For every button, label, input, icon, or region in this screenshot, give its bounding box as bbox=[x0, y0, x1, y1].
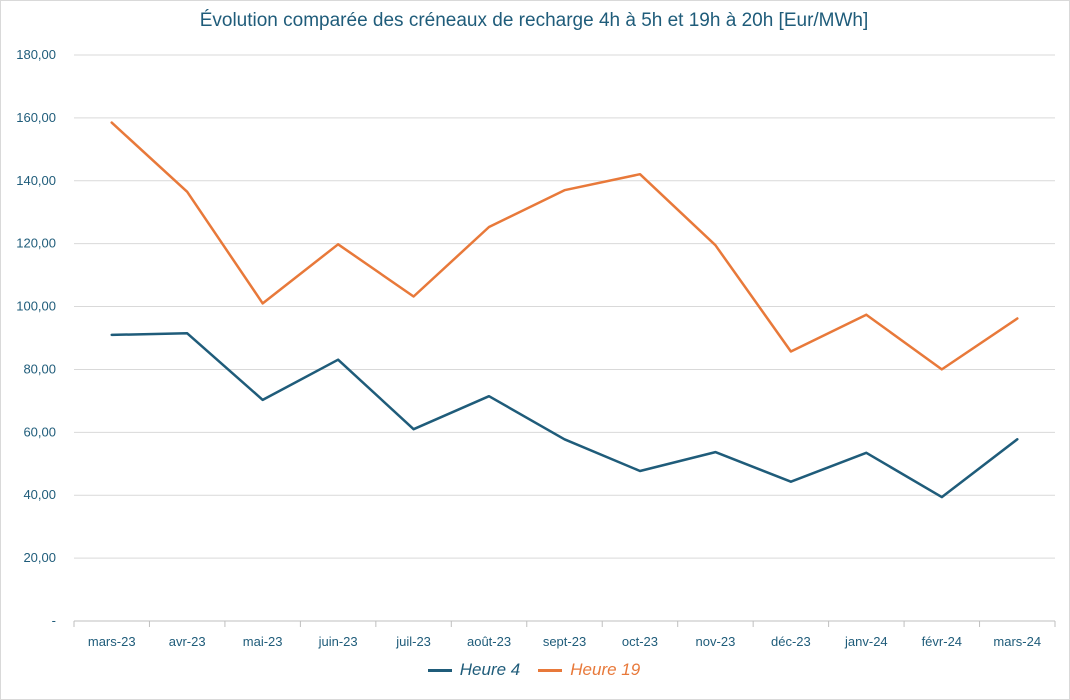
x-tick-label: nov-23 bbox=[696, 634, 736, 649]
x-tick-label: mars-23 bbox=[88, 634, 136, 649]
y-tick-label: 40,00 bbox=[23, 487, 56, 502]
y-tick-label: - bbox=[52, 613, 56, 628]
x-tick-label: juin-23 bbox=[318, 634, 358, 649]
legend-swatch-heure-4 bbox=[427, 668, 452, 672]
y-tick-label: 80,00 bbox=[23, 361, 56, 376]
series-line-heure-19 bbox=[110, 121, 1019, 371]
legend-swatch-heure-19 bbox=[538, 668, 563, 672]
x-tick-label: mars-24 bbox=[993, 634, 1041, 649]
legend-item-heure-19: Heure 19 bbox=[538, 660, 640, 680]
x-tick-label: juil-23 bbox=[395, 634, 431, 649]
y-tick-label: 120,00 bbox=[16, 236, 56, 251]
y-tick-label: 140,00 bbox=[16, 173, 56, 188]
x-tick-label: déc-23 bbox=[771, 634, 811, 649]
series-line-heure-4 bbox=[110, 332, 1019, 499]
x-tick-label: oct-23 bbox=[622, 634, 658, 649]
legend: Heure 4 Heure 19 bbox=[0, 660, 1068, 680]
y-tick-label: 100,00 bbox=[16, 299, 56, 314]
x-tick-label: janv-24 bbox=[844, 634, 888, 649]
x-tick-label: févr-24 bbox=[922, 634, 962, 649]
x-tick-label: mai-23 bbox=[243, 634, 283, 649]
legend-label-heure-19: Heure 19 bbox=[570, 660, 641, 679]
x-tick-label: avr-23 bbox=[169, 634, 206, 649]
legend-label-heure-4: Heure 4 bbox=[459, 660, 521, 679]
y-tick-label: 20,00 bbox=[23, 550, 56, 565]
y-tick-label: 180,00 bbox=[16, 47, 56, 62]
chart-title: Évolution comparée des créneaux de recha… bbox=[199, 10, 869, 31]
x-tick-label: sept-23 bbox=[543, 634, 586, 649]
y-tick-label: 60,00 bbox=[23, 424, 56, 439]
x-tick-label: août-23 bbox=[467, 634, 511, 649]
legend-item-heure-4: Heure 4 bbox=[427, 660, 521, 680]
y-tick-label: 160,00 bbox=[16, 110, 56, 125]
